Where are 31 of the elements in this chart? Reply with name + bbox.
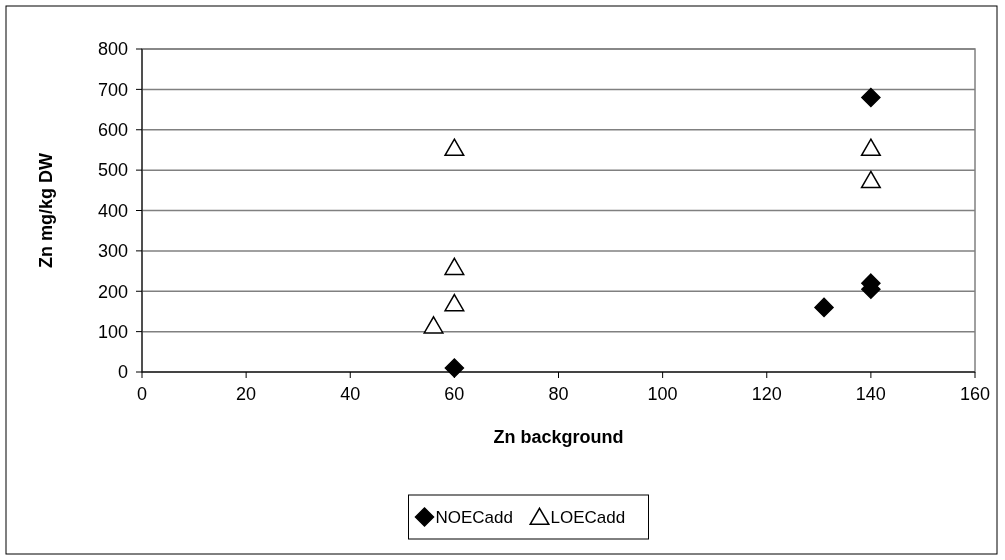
point [444, 293, 465, 312]
point [860, 170, 881, 189]
x-tick-label: 160 [959, 384, 991, 404]
point [444, 358, 465, 378]
point [444, 138, 465, 157]
x-tick-label: 20 [236, 384, 257, 404]
point [860, 138, 881, 157]
y-tick-label: 700 [97, 79, 128, 100]
y-tick-label: 300 [97, 241, 128, 262]
x-tick-label: 140 [855, 384, 886, 404]
y-tick-label: 800 [97, 39, 128, 60]
point [423, 316, 444, 334]
y-tick-label: 400 [97, 200, 128, 221]
x-tick-label: 0 [136, 384, 148, 404]
point [814, 297, 834, 318]
point [444, 257, 465, 276]
y-tick-label: 200 [97, 281, 128, 302]
y-tick-label: 500 [97, 160, 128, 181]
x-tick-label: 80 [548, 384, 569, 404]
x-tick-label: 120 [751, 384, 782, 404]
x-tick-label: 60 [444, 384, 465, 404]
legend-label: NOECadd [435, 507, 513, 527]
x-axis-title: Zn background [493, 427, 624, 447]
x-tick-label: 40 [340, 384, 361, 404]
y-axis-title: Zn mg/kg DW [36, 153, 56, 268]
x-tick-label: 100 [647, 384, 678, 404]
y-tick-label: 0 [117, 362, 128, 383]
point [861, 87, 881, 108]
legend-label: LOECadd [550, 507, 626, 527]
y-tick-label: 100 [97, 321, 128, 342]
y-tick-label: 600 [97, 120, 128, 141]
